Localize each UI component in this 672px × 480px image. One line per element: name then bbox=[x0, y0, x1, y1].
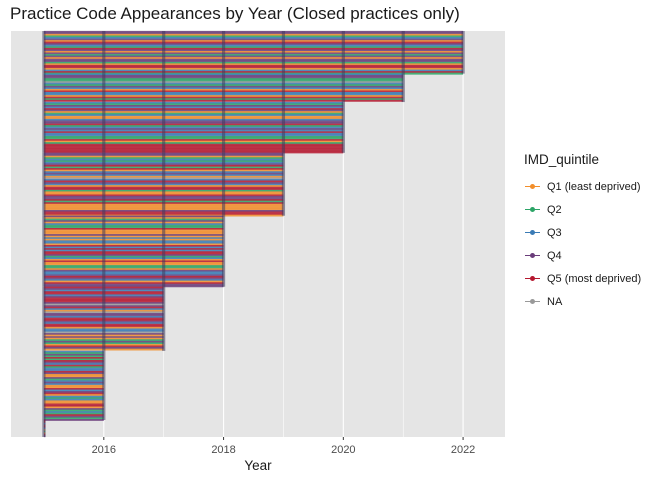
x-axis-title: Year bbox=[244, 458, 272, 473]
legend-title: IMD_quintile bbox=[524, 152, 600, 167]
legend-item: Q1 (least deprived) bbox=[524, 175, 641, 198]
legend: IMD_quintile Q1 (least deprived) Q2 Q3 Q4 Q5… bbox=[524, 152, 641, 313]
legend-label: Q2 bbox=[547, 203, 562, 216]
closure-group-2017 bbox=[42, 286, 166, 351]
closure-group-2022 bbox=[42, 30, 465, 75]
series-lines bbox=[42, 30, 465, 438]
legend-key-icon bbox=[524, 270, 541, 287]
x-axis: 2016 2018 2020 2022 bbox=[92, 437, 475, 456]
x-tick-label: 2016 bbox=[92, 444, 116, 456]
closure-group-2021 bbox=[42, 73, 405, 103]
legend-key-icon bbox=[524, 201, 541, 218]
x-tick-label: 2020 bbox=[331, 444, 355, 456]
legend-item: Q5 (most deprived) bbox=[524, 267, 641, 290]
legend-label: Q3 bbox=[547, 226, 562, 239]
closure-group-2019 bbox=[42, 152, 286, 217]
legend-item: Q2 bbox=[524, 198, 641, 221]
legend-key-icon bbox=[524, 247, 541, 264]
closure-group-2020 bbox=[42, 101, 345, 154]
legend-key-icon bbox=[524, 293, 541, 310]
legend-item: Q3 bbox=[524, 221, 641, 244]
legend-label: NA bbox=[547, 295, 563, 308]
legend-item: Q4 bbox=[524, 244, 641, 267]
closure-group-2016 bbox=[42, 350, 106, 421]
legend-label: Q5 (most deprived) bbox=[547, 272, 642, 285]
legend-label: Q4 bbox=[547, 249, 562, 262]
legend-key-icon bbox=[524, 224, 541, 241]
x-tick-label: 2022 bbox=[451, 444, 475, 456]
legend-label: Q1 (least deprived) bbox=[547, 180, 641, 193]
closure-group-2018 bbox=[42, 215, 226, 288]
x-tick-label: 2018 bbox=[211, 444, 235, 456]
chart-title: Practice Code Appearances by Year (Close… bbox=[10, 4, 460, 23]
legend-item: NA bbox=[524, 290, 641, 313]
closure-group-2015 bbox=[42, 419, 46, 438]
legend-key-icon bbox=[524, 178, 541, 195]
